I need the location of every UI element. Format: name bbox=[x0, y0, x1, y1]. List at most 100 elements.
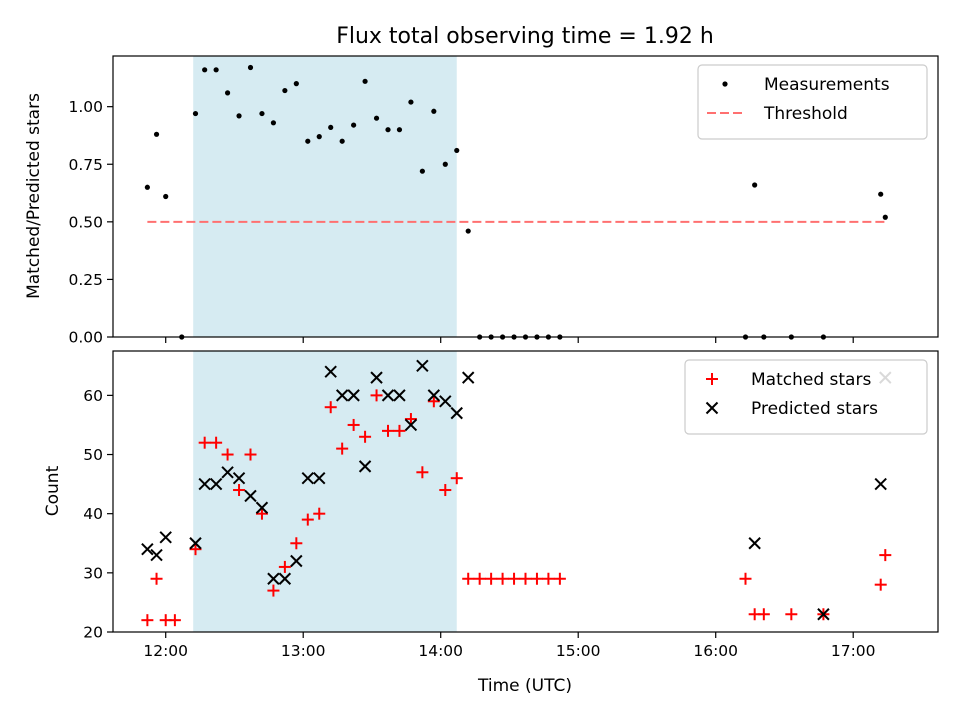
matched-stars-point bbox=[278, 560, 291, 573]
matched-stars-point bbox=[427, 395, 440, 408]
matched-stars-point bbox=[530, 572, 543, 585]
measurements-point bbox=[144, 184, 150, 190]
bot-ytick-label: 60 bbox=[83, 387, 103, 405]
top-ytick-label: 0.50 bbox=[68, 213, 103, 231]
measurements-point bbox=[465, 228, 471, 234]
legend-label: Threshold bbox=[763, 104, 848, 124]
predicted-stars-point bbox=[404, 418, 418, 432]
bot-ytick-label: 20 bbox=[83, 624, 103, 642]
top-legend-box bbox=[697, 64, 928, 140]
top-ytick-label: 1.00 bbox=[68, 98, 103, 116]
measurements-point bbox=[224, 90, 231, 96]
matched-stars-point bbox=[439, 484, 452, 497]
predicted-stars-point bbox=[324, 365, 337, 378]
matched-stars-point bbox=[198, 436, 211, 449]
predicted-stars-point bbox=[370, 371, 383, 384]
predicted-stars-point bbox=[462, 371, 475, 384]
xtick-label: 14:00 bbox=[418, 642, 463, 660]
matched-stars-point bbox=[785, 608, 798, 621]
xtick-label: 17:00 bbox=[831, 642, 876, 660]
measurements-point bbox=[316, 134, 322, 140]
predicted-stars-point bbox=[290, 554, 303, 568]
xtick-label: 16:00 bbox=[693, 642, 738, 660]
matched-stars-point bbox=[462, 572, 475, 585]
measurements-point bbox=[328, 124, 334, 131]
predicted-stars-point bbox=[393, 389, 406, 402]
legend-plus-swatch bbox=[706, 373, 718, 385]
predicted-stars-point bbox=[221, 466, 234, 479]
xtick-label: 15:00 bbox=[556, 642, 601, 660]
matched-stars-point bbox=[473, 572, 486, 585]
predicted-stars-point bbox=[278, 572, 292, 585]
predicted-stars-point bbox=[450, 406, 463, 420]
measurements-point bbox=[153, 131, 160, 137]
legend-x-swatch bbox=[705, 401, 719, 415]
predicted-stars-point bbox=[335, 389, 349, 402]
matched-stars-point bbox=[244, 448, 257, 461]
matched-stars-point bbox=[874, 578, 887, 591]
bottom-legend: Matched stars Predicted stars bbox=[684, 359, 928, 435]
matched-stars-point bbox=[313, 507, 326, 520]
matched-stars-point bbox=[879, 549, 892, 562]
predicted-stars-point bbox=[198, 477, 211, 491]
predicted-stars-point bbox=[189, 537, 202, 550]
measurements-point bbox=[431, 108, 437, 114]
bot-shaded-region bbox=[193, 351, 457, 632]
chart-title: Flux total observing time = 1.92 h bbox=[336, 24, 714, 49]
matched-stars-point bbox=[404, 413, 417, 426]
bottom-panel: 20 30 40 50 60 12:00 13:00 14:00 15:00 16:00 17:0… bbox=[43, 350, 939, 696]
measurements-point bbox=[362, 78, 368, 84]
matched-stars-point bbox=[347, 418, 360, 431]
xtick-label: 12:00 bbox=[143, 642, 188, 660]
top-shaded-region bbox=[193, 56, 457, 337]
measurements-point bbox=[247, 64, 254, 71]
predicted-stars-point bbox=[439, 395, 452, 408]
legend-dot-swatch bbox=[722, 81, 728, 87]
measurements-point bbox=[270, 120, 277, 126]
matched-stars-point bbox=[757, 608, 770, 621]
measurements-point bbox=[236, 113, 242, 119]
predicted-stars-point bbox=[255, 501, 269, 514]
predicted-stars-point bbox=[347, 389, 360, 402]
top-panel: 0.00 0.25 0.50 0.75 1.00 Matched/Predicted s… bbox=[24, 55, 939, 347]
top-ylabel: Matched/Predicted stars bbox=[24, 93, 44, 299]
top-legend: Measurements Threshold bbox=[697, 64, 928, 140]
matched-stars-point bbox=[301, 513, 314, 526]
measurements-point bbox=[305, 138, 311, 144]
matched-stars-point bbox=[189, 543, 202, 556]
measurements-point bbox=[351, 122, 357, 128]
measurements-point bbox=[192, 110, 199, 117]
top-panel-frame bbox=[112, 55, 939, 338]
predicted-stars-point bbox=[267, 572, 280, 585]
measurements-point bbox=[752, 182, 758, 188]
matched-stars-point bbox=[739, 572, 752, 585]
predicted-stars-point bbox=[209, 477, 223, 491]
bot-legend-box bbox=[684, 359, 928, 435]
bottom-xlabel: Time (UTC) bbox=[477, 676, 572, 696]
legend-label: Matched stars bbox=[751, 370, 871, 390]
measurements-point bbox=[202, 67, 208, 73]
predicted-stars-point bbox=[141, 542, 154, 556]
matched-stars-point bbox=[508, 572, 521, 585]
matched-stars-point bbox=[324, 401, 337, 414]
top-ytick-label: 0.25 bbox=[68, 271, 103, 289]
measurements-point bbox=[293, 81, 299, 87]
matched-stars-point bbox=[382, 424, 394, 437]
top-ytick-label: 0.75 bbox=[68, 156, 103, 174]
xtick-label: 13:00 bbox=[281, 642, 326, 660]
matched-stars-point bbox=[496, 572, 509, 585]
bot-ytick-label: 30 bbox=[83, 564, 103, 582]
matched-stars-point bbox=[485, 572, 498, 585]
matched-stars-point bbox=[141, 614, 154, 627]
bot-ytick-label: 50 bbox=[83, 446, 103, 464]
legend-label: Predicted stars bbox=[751, 399, 878, 419]
bottom-panel-frame bbox=[112, 350, 939, 633]
matched-stars-point bbox=[255, 507, 268, 520]
measurements-point bbox=[442, 161, 448, 167]
predicted-stars-point bbox=[301, 471, 314, 485]
measurements-point bbox=[882, 214, 888, 220]
measurements-point bbox=[373, 115, 380, 121]
measurements-point bbox=[259, 110, 265, 117]
measurements-point bbox=[213, 67, 219, 73]
